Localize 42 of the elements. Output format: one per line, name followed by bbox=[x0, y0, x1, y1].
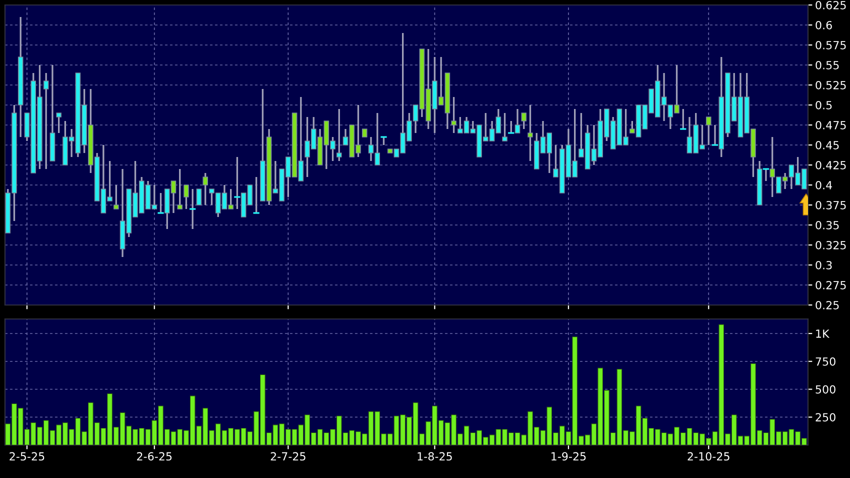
y-tick-label: 0.425 bbox=[816, 160, 846, 170]
x-tick-label: 2-10-25 bbox=[688, 452, 730, 461]
candlestick bbox=[177, 168, 183, 210]
candlestick bbox=[706, 116, 712, 146]
x-tick-label: 2-6-25 bbox=[137, 452, 172, 461]
candlestick bbox=[502, 112, 508, 142]
y-tick-label: 0.5 bbox=[816, 100, 832, 110]
y-tick-label: 0.25 bbox=[816, 300, 839, 310]
candlestick bbox=[680, 108, 686, 130]
y-tick-label: 750 bbox=[816, 357, 836, 366]
y-tick-label: 500 bbox=[816, 385, 836, 394]
y-tick-label: 0.575 bbox=[816, 40, 846, 50]
y-tick-label: 0.6 bbox=[816, 20, 832, 30]
x-tick-label: 2-7-25 bbox=[270, 452, 306, 461]
candlestick bbox=[190, 188, 196, 230]
candlestick bbox=[43, 72, 49, 170]
candlestick bbox=[336, 108, 342, 162]
y-tick-label: 0.375 bbox=[816, 200, 846, 210]
candlestick bbox=[521, 112, 527, 130]
y-tick-label: 0.325 bbox=[816, 240, 846, 250]
y-tick-label: 0.4 bbox=[816, 180, 832, 190]
candlestick bbox=[528, 104, 533, 162]
candlestick bbox=[196, 188, 202, 206]
x-tick-label: 1-8-25 bbox=[418, 452, 452, 461]
candlestick bbox=[114, 184, 119, 210]
y-tick-label: 0.35 bbox=[816, 220, 839, 230]
y-tick-label: 0.275 bbox=[816, 280, 846, 290]
candlestick bbox=[56, 112, 62, 134]
x-tick-label: 1-9-25 bbox=[552, 452, 586, 461]
y-tick-label: 250 bbox=[816, 413, 836, 422]
y-tick-label: 0.55 bbox=[816, 60, 839, 70]
y-tick-label: 0.475 bbox=[816, 120, 846, 130]
y-tick-label: 0.525 bbox=[816, 80, 846, 90]
y-tick-label: 0.625 bbox=[816, 0, 846, 10]
y-tick-label: 0.45 bbox=[816, 140, 839, 150]
candlestick bbox=[451, 96, 456, 134]
candlestick bbox=[253, 176, 260, 214]
y-tick-label: 1K bbox=[816, 330, 830, 338]
candlestick bbox=[184, 184, 189, 210]
candlestick bbox=[202, 172, 208, 206]
y-tick-label: 0.3 bbox=[816, 260, 832, 270]
x-tick-label: 2-5-25 bbox=[10, 452, 44, 461]
